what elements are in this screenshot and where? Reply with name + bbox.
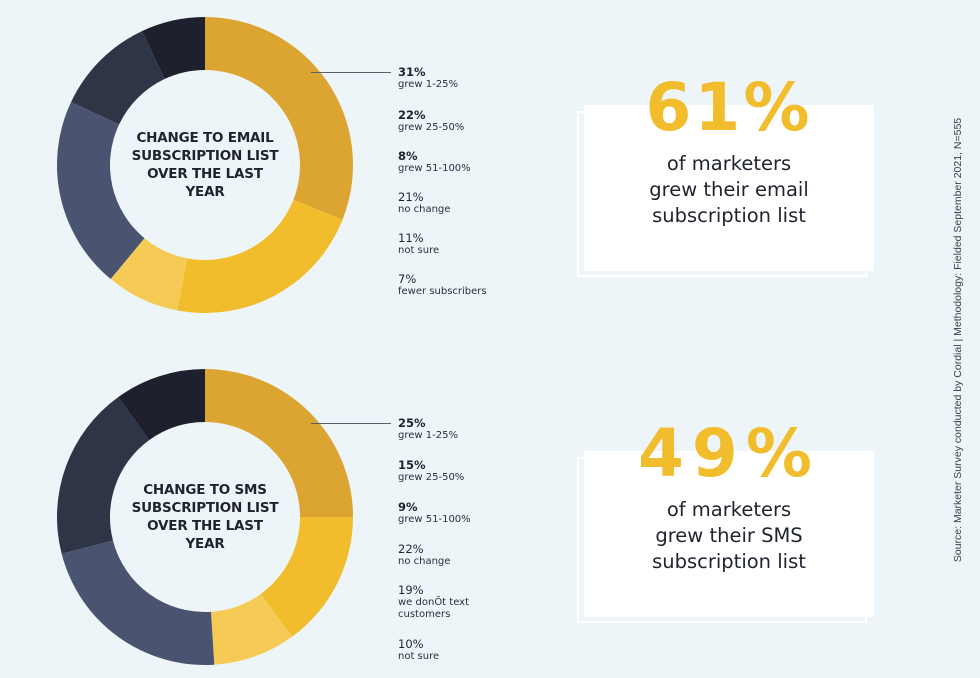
- email-stat-description: of marketers grew their email subscripti…: [584, 151, 874, 229]
- legend-pct: 15%: [398, 458, 426, 472]
- card-panel: [584, 451, 874, 617]
- sms-donut-chart: CHANGE TO SMS SUBSCRIPTION LIST OVER THE…: [57, 369, 353, 665]
- email-leader-line: [311, 72, 391, 73]
- stat-line: grew their email: [649, 178, 809, 201]
- sms-legend-item: 25% grew 1-25%: [398, 417, 458, 442]
- email-legend-item: 11% not sure: [398, 232, 439, 257]
- legend-label: no change: [398, 204, 451, 215]
- stat-line: of marketers: [666, 152, 792, 175]
- stat-line: grew their SMS: [655, 524, 803, 547]
- legend-label-line2: customers: [398, 609, 451, 620]
- donut-segment: [177, 199, 343, 313]
- legend-pct: 8%: [398, 149, 418, 163]
- donut-segment: [210, 593, 292, 665]
- legend-label: not sure: [398, 651, 440, 662]
- email-legend-item: 7% fewer subscribers: [398, 273, 487, 298]
- email-legend-item: 21% no change: [398, 191, 450, 216]
- sms-stat-value: 49%: [638, 415, 820, 492]
- sms-legend-item: 22% no change: [398, 543, 450, 568]
- legend-pct: 22%: [398, 542, 424, 556]
- legend-label: grew 1-25%: [398, 79, 458, 90]
- email-donut-svg: [57, 17, 353, 313]
- donut-segment: [205, 17, 353, 220]
- email-legend-item: 22% grew 25-50%: [398, 109, 464, 134]
- legend-pct: 25%: [398, 416, 426, 430]
- email-legend-item: 31% grew 1-25%: [398, 66, 458, 91]
- sms-stat-card: 49% of marketers grew their SMS subscrip…: [577, 419, 874, 623]
- stat-line: subscription list: [652, 550, 806, 573]
- donut-segment: [57, 397, 150, 554]
- email-legend-item: 8% grew 51-100%: [398, 150, 471, 175]
- stat-line: subscription list: [652, 204, 806, 227]
- donut-segment: [118, 369, 205, 441]
- sms-legend-item: 19% we donÕt text customers: [398, 584, 469, 621]
- sms-legend-item: 9% grew 51-100%: [398, 501, 471, 526]
- legend-pct: 11%: [398, 231, 424, 245]
- legend-pct: 19%: [398, 583, 424, 597]
- donut-segment: [205, 369, 353, 517]
- legend-label: fewer subscribers: [398, 286, 487, 297]
- stat-line: of marketers: [666, 498, 792, 521]
- legend-label: grew 1-25%: [398, 430, 458, 441]
- source-note: Source: Marketer Survey conducted by Cor…: [952, 117, 964, 563]
- legend-pct: 9%: [398, 500, 418, 514]
- legend-pct: 22%: [398, 108, 426, 122]
- donut-segment: [141, 17, 205, 80]
- legend-pct: 31%: [398, 65, 426, 79]
- legend-label: not sure: [398, 245, 440, 256]
- legend-label: grew 25-50%: [398, 472, 465, 483]
- card-panel: [584, 105, 874, 271]
- donut-segment: [61, 540, 215, 665]
- email-stat-value: 61%: [645, 69, 813, 146]
- legend-label: grew 25-50%: [398, 122, 465, 133]
- sms-stat-description: of marketers grew their SMS subscription…: [584, 497, 874, 575]
- donut-segment: [71, 31, 165, 125]
- legend-label: no change: [398, 556, 451, 567]
- legend-pct: 21%: [398, 190, 424, 204]
- email-donut-chart: CHANGE TO EMAIL SUBSCRIPTION LIST OVER T…: [57, 17, 353, 313]
- donut-segment: [110, 238, 188, 311]
- donut-segment: [57, 101, 145, 280]
- sms-donut-svg: [57, 369, 353, 665]
- sms-leader-line: [311, 423, 391, 424]
- legend-label: we donÕt text: [398, 597, 470, 608]
- legend-pct: 10%: [398, 637, 424, 651]
- legend-label: grew 51-100%: [398, 163, 471, 174]
- sms-legend-item: 15% grew 25-50%: [398, 459, 464, 484]
- donut-segment: [260, 517, 353, 637]
- sms-legend-item: 10% not sure: [398, 638, 439, 663]
- legend-label: grew 51-100%: [398, 514, 471, 525]
- email-stat-card: 61% of marketers grew their email subscr…: [577, 73, 874, 277]
- legend-pct: 7%: [398, 272, 417, 286]
